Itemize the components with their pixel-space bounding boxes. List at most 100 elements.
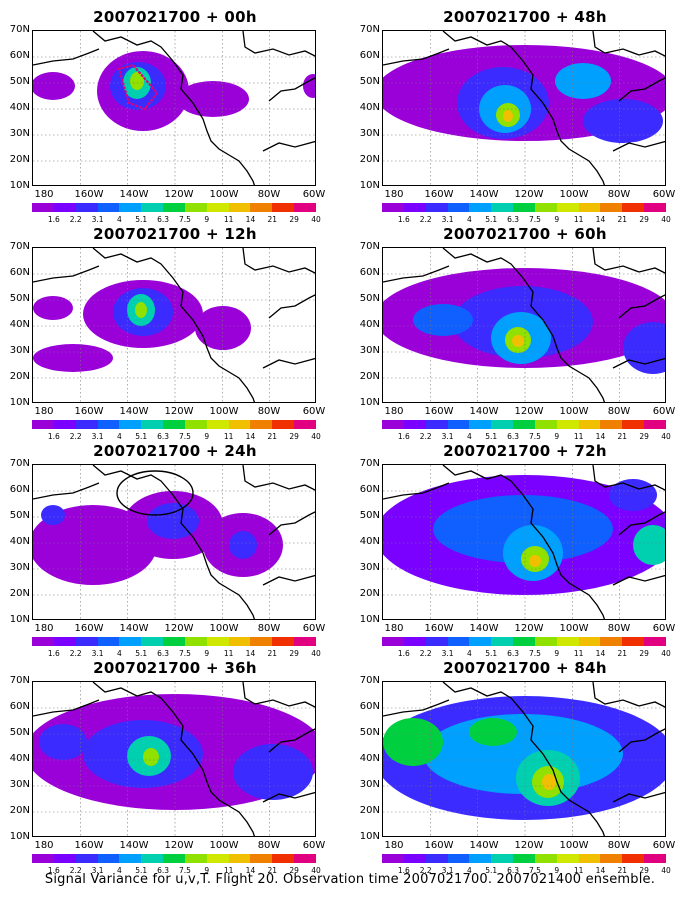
variance-map <box>33 465 315 619</box>
colorbar-swatch <box>32 637 54 646</box>
latitude-label: 10N <box>9 397 30 408</box>
colorbar-swatch <box>556 854 579 863</box>
longitude-label: 120W <box>164 840 194 851</box>
map-plot-area <box>32 464 316 620</box>
map-plot-area <box>382 681 666 837</box>
colorbar-label: 29 <box>639 649 649 658</box>
coastline <box>442 248 606 402</box>
coastline <box>33 48 100 66</box>
colorbar-swatch <box>184 203 207 212</box>
colorbar-label: 3.1 <box>441 432 454 441</box>
colorbar-label: 7.5 <box>528 866 541 875</box>
longitude-label: 60W <box>302 840 326 851</box>
colorbar-swatch <box>425 637 448 646</box>
colorbar-label: 9 <box>204 649 210 658</box>
colorbar-label: 29 <box>289 215 299 224</box>
latitude-label: 20N <box>359 371 380 382</box>
colorbar-swatch <box>53 203 76 212</box>
panel-title: 2007021700 + 36h <box>93 659 257 677</box>
colorbar-label: 5.1 <box>485 215 498 224</box>
colorbar-label: 7.5 <box>528 649 541 658</box>
colorbar-label: 7.5 <box>528 432 541 441</box>
colorbar-swatch <box>272 637 295 646</box>
colorbar-label: 40 <box>661 432 671 441</box>
variance-contour-fill <box>233 744 313 800</box>
colorbar-swatch <box>294 637 316 646</box>
colorbar-swatch <box>382 854 404 863</box>
colorbar-label: 2.2 <box>419 432 432 441</box>
colorbar-label: 29 <box>639 866 649 875</box>
colorbar-swatch <box>228 854 251 863</box>
longitude-label: 180 <box>384 189 404 200</box>
coastline <box>383 482 450 500</box>
colorbar-swatch <box>184 637 207 646</box>
variance-contour-fill <box>542 774 556 790</box>
variance-contour-fill <box>529 555 541 567</box>
colorbar-swatch <box>294 203 316 212</box>
colorbar-swatch <box>53 637 76 646</box>
map-plot-area <box>32 247 316 403</box>
panel-title: 2007021700 + 12h <box>93 225 257 243</box>
flight-track-dotted-outline <box>117 63 159 111</box>
map-panel: 2007021700 + 60h 70N 60N 50N 40N 30N 20N 10N 180… <box>350 225 700 442</box>
latitude-label: 50N <box>9 293 30 304</box>
variance-contour-fill <box>33 296 73 320</box>
colorbar-label: 6.3 <box>157 215 170 224</box>
coastline <box>618 294 665 319</box>
colorbar-label: 11 <box>223 215 234 224</box>
map-plot-area <box>32 30 316 186</box>
colorbar-swatch <box>425 854 448 863</box>
longitude-label: 160W <box>424 623 454 634</box>
latitude-label: 40N <box>9 536 30 547</box>
colorbar-label: 21 <box>267 649 278 658</box>
coastline <box>612 791 665 803</box>
colorbar-label: 5.1 <box>135 649 148 658</box>
colorbar-label: 4 <box>116 215 122 224</box>
colorbar-swatch <box>469 203 492 212</box>
coastline <box>33 482 100 500</box>
colorbar-label: 14 <box>245 432 256 441</box>
colorbar-label: 5.1 <box>135 432 148 441</box>
longitude-label: 160W <box>74 623 104 634</box>
colorbar-swatch <box>163 420 185 429</box>
coastline <box>262 140 315 152</box>
longitude-label: 100W <box>209 406 239 417</box>
colorbar-label: 29 <box>289 432 299 441</box>
colorbar-swatch <box>644 203 666 212</box>
longitude-label: 60W <box>652 189 676 200</box>
coastline <box>262 791 315 803</box>
longitude-label: 120W <box>514 840 544 851</box>
coastline <box>612 357 665 369</box>
colorbar-swatch <box>184 420 207 429</box>
latitude-label: 30N <box>9 779 30 790</box>
colorbar-label: 9 <box>204 215 210 224</box>
colorbar <box>32 203 316 212</box>
coastline <box>268 77 315 102</box>
colorbar-label: 9 <box>554 866 560 875</box>
longitude-label: 120W <box>164 406 194 417</box>
variance-contour-fill <box>503 110 513 122</box>
colorbar-swatch <box>425 420 448 429</box>
colorbar-label: 11 <box>573 215 584 224</box>
colorbar-label: 7.5 <box>178 649 191 658</box>
colorbar-swatch <box>622 637 645 646</box>
coastline <box>618 728 665 753</box>
colorbar-swatch <box>228 420 251 429</box>
colorbar-swatch <box>469 854 492 863</box>
latitude-label: 40N <box>9 319 30 330</box>
latitude-label: 10N <box>359 831 380 842</box>
latitude-label: 20N <box>359 154 380 165</box>
longitude-label: 140W <box>469 189 499 200</box>
longitude-label: 80W <box>257 406 281 417</box>
longitude-label: 80W <box>257 623 281 634</box>
latitude-label: 50N <box>359 293 380 304</box>
colorbar-label: 6.3 <box>157 649 170 658</box>
colorbar-label: 21 <box>617 866 628 875</box>
colorbar-label: 6.3 <box>507 866 520 875</box>
colorbar-label: 4 <box>466 432 472 441</box>
longitude-label: 60W <box>652 840 676 851</box>
latitude-label: 30N <box>359 128 380 139</box>
colorbar-label: 3.1 <box>441 215 454 224</box>
map-plot-area <box>382 247 666 403</box>
variance-contour-fill <box>39 724 87 760</box>
